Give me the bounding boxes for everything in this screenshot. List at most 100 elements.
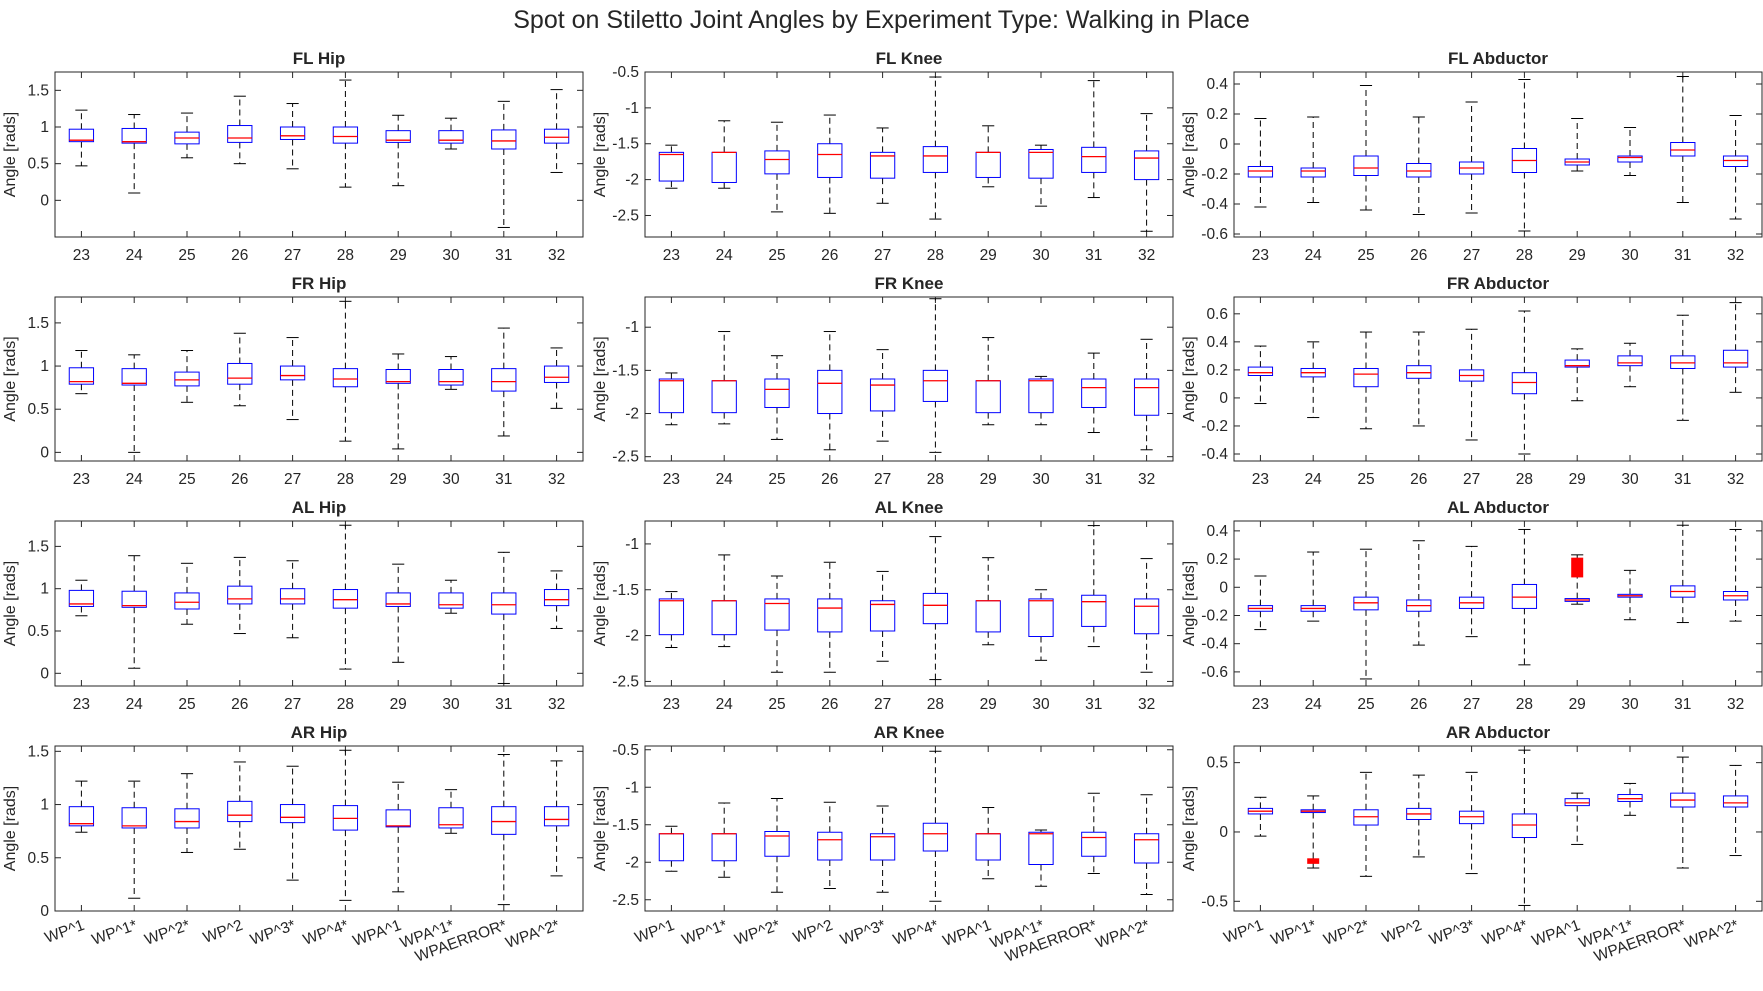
y-tick-label: 0: [1219, 390, 1228, 407]
box-25: [1353, 85, 1379, 211]
x-tick-label: 23: [663, 696, 680, 713]
iqr-box: [1511, 372, 1538, 395]
box-27: [279, 103, 306, 170]
y-tick-label: 0.2: [1206, 551, 1228, 568]
x-tick-label: 32: [1727, 247, 1744, 264]
box-30: [438, 356, 464, 390]
y-tick-label: -0.6: [1201, 664, 1228, 681]
x-tick-label: 29: [980, 247, 997, 264]
box-25: [174, 112, 200, 159]
box-26: [817, 114, 843, 214]
iqr-box: [1081, 378, 1107, 408]
axes-frame: [1233, 520, 1763, 687]
box-25: [764, 121, 790, 213]
subplot-title: AR Abductor: [1446, 723, 1551, 742]
iqr-box: [227, 362, 253, 385]
box-WPAERROR*: [1670, 756, 1696, 869]
x-tick-label: 32: [548, 247, 565, 264]
x-tick-label: 27: [1463, 471, 1480, 488]
x-tick-label: WP^1*: [1269, 917, 1319, 949]
iqr-box: [332, 589, 359, 609]
y-tick-label: 0: [40, 192, 49, 209]
box-29: [975, 337, 1001, 426]
subplot-title: FR Hip: [292, 274, 347, 293]
iqr-box: [869, 151, 896, 179]
box-24: [121, 555, 147, 669]
box-WP^2*: [174, 773, 200, 853]
box-23: [68, 579, 95, 617]
x-tick-label: 25: [178, 696, 195, 713]
iqr-box: [121, 590, 147, 608]
iqr-box: [332, 126, 359, 144]
iqr-box: [491, 806, 517, 835]
x-tick-label: 27: [284, 247, 301, 264]
y-tick-label: 0.5: [27, 156, 49, 173]
x-tick-label: 23: [1252, 696, 1269, 713]
box-30: [438, 579, 464, 614]
iqr-box: [975, 600, 1001, 633]
box-27: [1458, 545, 1485, 638]
iqr-box: [1081, 831, 1107, 857]
box-WPA^2*: [1722, 764, 1749, 857]
y-tick-label: -0.4: [1201, 196, 1228, 213]
iqr-box: [658, 151, 685, 182]
iqr-box: [869, 833, 896, 861]
box-WPA^1: [1564, 792, 1590, 845]
box-24: [1300, 116, 1326, 203]
x-tick-label: 26: [821, 471, 838, 488]
x-tick-label: 24: [1305, 471, 1323, 488]
box-31: [491, 327, 517, 437]
x-tick-label: 30: [442, 471, 460, 488]
box-25: [764, 355, 790, 440]
box-28: [332, 524, 359, 670]
subplot-fl-hip: FL Hip Angle [rads] 0 0.5 1 1.5 23 24 25 26 27 28 29…: [2, 49, 584, 264]
x-tick-label: 28: [1516, 471, 1533, 488]
iqr-box: [1300, 167, 1326, 178]
y-tick-label: 0.4: [1206, 334, 1228, 351]
y-tick-label: -2: [625, 854, 639, 871]
x-tick-label: 25: [1357, 696, 1374, 713]
box-28: [1511, 528, 1538, 666]
x-tick-label: 23: [663, 471, 680, 488]
x-tick-label: 24: [126, 696, 144, 713]
x-tick-label: 27: [1463, 696, 1480, 713]
iqr-box: [227, 125, 253, 143]
x-tick-label: 31: [495, 247, 512, 264]
x-tick-label: 32: [1138, 696, 1155, 713]
iqr-box: [1670, 355, 1696, 369]
iqr-box: [975, 151, 1001, 178]
iqr-box: [279, 588, 306, 605]
subplot-title: AL Knee: [875, 498, 944, 517]
iqr-box: [1028, 831, 1054, 865]
axes-frame: [54, 71, 584, 238]
box-30: [1028, 589, 1054, 661]
box-25: [174, 562, 200, 625]
x-tick-label: WP^2*: [732, 917, 782, 949]
iqr-box: [68, 367, 95, 385]
x-tick-label: WPA^1: [941, 917, 994, 950]
box-29: [385, 563, 411, 663]
box-30: [1617, 127, 1643, 176]
box-WP^4*: [332, 749, 359, 901]
y-tick-label: -1: [625, 536, 639, 553]
x-tick-label: 30: [1032, 471, 1050, 488]
x-tick-label: 23: [663, 247, 680, 264]
subplot-fl-knee: FL Knee Angle [rads]-2.5 -2 -1.5 -1 -0.5 23 24 2…: [592, 49, 1174, 264]
x-tick-label: 24: [716, 471, 734, 488]
iqr-box: [543, 128, 570, 144]
box-23: [68, 350, 95, 395]
iqr-box: [279, 804, 306, 824]
y-tick-label: -2.5: [612, 449, 639, 466]
iqr-box: [279, 126, 306, 140]
y-tick-label: -0.2: [1201, 166, 1228, 183]
y-axis-label: Angle [rads]: [2, 336, 19, 421]
x-tick-label: 25: [768, 696, 785, 713]
x-tick-label: 29: [1569, 471, 1586, 488]
box-24: [121, 114, 147, 194]
subplot-fl-abductor: FL Abductor Angle [rads] -0.6 -0.4 -0.2 0 0.2 0…: [1181, 49, 1763, 264]
box-WPA^2*: [1133, 794, 1160, 895]
box-32: [543, 89, 570, 173]
y-tick-label: 1: [40, 581, 49, 598]
iqr-box: [385, 130, 411, 143]
iqr-box: [1353, 367, 1379, 388]
